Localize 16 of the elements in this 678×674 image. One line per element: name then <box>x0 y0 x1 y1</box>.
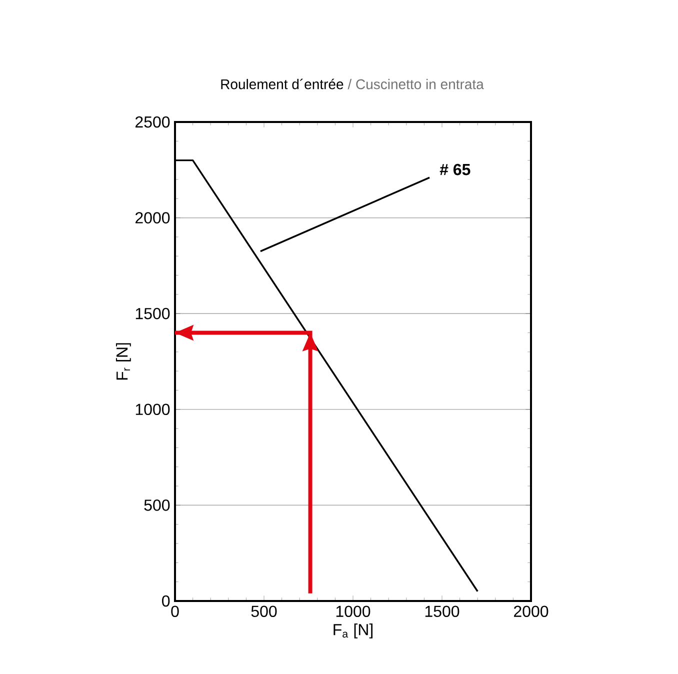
annotation: # 65 <box>440 164 470 176</box>
y-tick-label: 2000 <box>135 212 170 224</box>
x-axis-title: F$_{a}$ [N] <box>334 624 372 638</box>
chart-title: Roulement d´entrée <box>221 78 344 90</box>
y-tick-label: 2500 <box>135 116 170 128</box>
y-tick-label: 1000 <box>136 404 170 416</box>
y-tick-label: 0 <box>162 595 170 607</box>
x-tick-label: 2000 <box>514 606 548 618</box>
x-tick-label: 0 <box>171 606 179 618</box>
x-tick-label: 1500 <box>425 606 460 618</box>
y-axis-title: F$_{r}$ [N] <box>116 343 131 380</box>
chart-subtitle: / Cuscinetto in entrata <box>348 78 484 90</box>
y-tick-label: 1500 <box>136 308 170 320</box>
y-tick-label: 500 <box>144 500 170 511</box>
x-tick-label: 500 <box>251 606 277 618</box>
x-tick-label: 1000 <box>336 606 370 618</box>
